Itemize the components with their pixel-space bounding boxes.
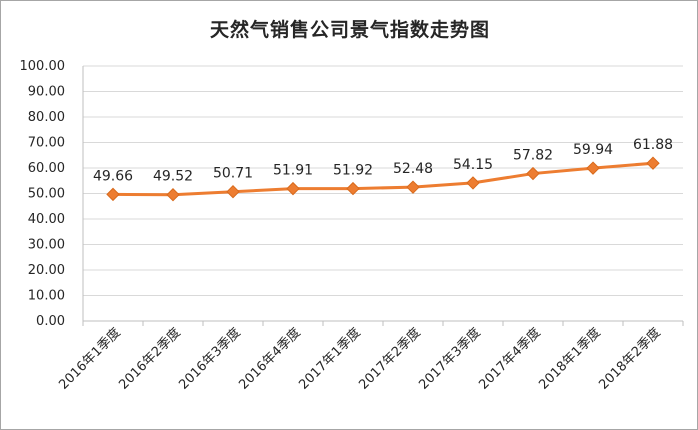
x-tick-label: 2017年1季度 [296, 325, 364, 393]
x-tick-label: 2016年1季度 [56, 325, 124, 393]
data-point-marker [526, 166, 540, 181]
data-label: 50.71 [213, 166, 253, 182]
x-tick-label: 2018年1季度 [536, 325, 604, 393]
data-point-marker [586, 161, 600, 175]
x-tick-label: 2018年2季度 [596, 325, 664, 393]
data-point-marker [646, 156, 660, 170]
y-tick-label: 60.00 [28, 161, 65, 176]
y-tick-label: 40.00 [28, 212, 65, 227]
x-tick-label: 2016年3季度 [176, 325, 244, 393]
y-tick-label: 0.00 [36, 314, 65, 329]
data-label: 49.66 [93, 168, 133, 184]
data-label: 54.15 [453, 157, 493, 173]
data-label: 51.92 [333, 163, 373, 179]
y-tick-label: 20.00 [28, 263, 65, 278]
data-point-marker [106, 187, 120, 202]
data-label: 49.52 [153, 169, 193, 185]
y-tick-label: 50.00 [28, 187, 65, 202]
x-tick-label: 2016年2季度 [116, 325, 184, 393]
y-tick-label: 30.00 [28, 238, 65, 253]
data-point-marker [166, 188, 180, 202]
data-point-marker [346, 181, 360, 196]
chart-title: 天然气销售公司景气指数走势图 [209, 19, 490, 41]
y-tick-label: 100.00 [20, 59, 66, 74]
x-tick-label: 2017年2季度 [356, 325, 424, 393]
data-label: 57.82 [513, 148, 553, 164]
y-tick-label: 70.00 [28, 136, 65, 151]
y-tick-label: 80.00 [28, 110, 65, 125]
y-tick-label: 90.00 [28, 85, 65, 100]
data-point-marker [226, 184, 240, 199]
data-label: 51.91 [273, 163, 313, 179]
data-label: 61.88 [633, 137, 673, 153]
data-point-marker [466, 176, 480, 190]
data-point-marker [406, 180, 420, 194]
x-tick-label: 2016年4季度 [236, 325, 304, 393]
series-line [112, 161, 654, 197]
data-label: 59.94 [573, 142, 613, 158]
data-label: 52.48 [393, 161, 433, 177]
data-point-marker [286, 181, 300, 196]
y-tick-label: 10.00 [28, 289, 65, 304]
x-tick-label: 2017年3季度 [416, 325, 484, 393]
x-tick-label: 2017年4季度 [476, 325, 544, 393]
